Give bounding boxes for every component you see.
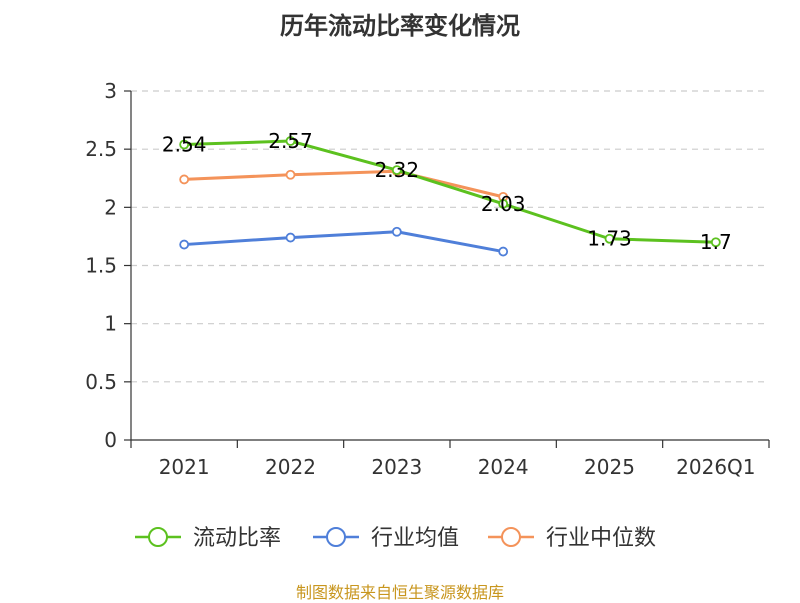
x-tick-label: 2025 (584, 455, 635, 479)
legend: 流动比率 行业均值 行业中位数 (135, 526, 656, 551)
legend-label: 行业中位数 (546, 526, 656, 551)
data-point (179, 139, 190, 150)
data-point (285, 232, 296, 243)
x-tick-label: 2026Q1 (676, 455, 755, 479)
y-tick-label: 2.5 (85, 137, 117, 161)
legend-label: 流动比率 (193, 526, 281, 551)
series-layer (179, 136, 721, 257)
data-point (604, 233, 615, 244)
data-point (498, 246, 509, 257)
grid-layer (131, 90, 769, 383)
data-point (285, 169, 296, 180)
data-point (179, 174, 190, 185)
data-label: 2.32 (375, 158, 420, 182)
series-line-2 (184, 169, 504, 199)
y-tick-label: 2 (104, 195, 117, 219)
legend-marker (501, 527, 521, 547)
data-point (179, 239, 190, 250)
legend-marker (148, 527, 168, 547)
data-point (710, 237, 721, 248)
x-tick-label: 2022 (265, 455, 316, 479)
legend-marker (326, 527, 346, 547)
y-tick-label: 1.5 (85, 254, 117, 278)
data-label: 2.57 (268, 129, 313, 153)
y-tick-label: 0.5 (85, 370, 117, 394)
axis-layer: 0 0.5 1 1.5 2 2.5 3 2021 2022 2023 2024 2025 2026Q1 (85, 79, 770, 479)
x-tick-label: 2024 (478, 455, 529, 479)
y-tick-label: 1 (104, 312, 117, 336)
legend-label: 行业均值 (371, 526, 459, 551)
y-tick-label: 3 (104, 79, 117, 103)
source-note: 制图数据来自恒生聚源数据库 (295, 583, 504, 602)
data-point (391, 226, 402, 237)
data-label: 1.73 (587, 227, 632, 251)
data-label: 1.7 (700, 230, 732, 254)
data-point (498, 198, 509, 209)
data-label: 2.03 (481, 192, 526, 216)
data-label: 2.54 (162, 133, 207, 157)
x-tick-label: 2021 (159, 455, 210, 479)
chart-title: 历年流动比率变化情况 (280, 12, 520, 40)
data-point (285, 136, 296, 146)
data-label-layer: 2.54 2.57 2.32 2.03 1.73 1.7 (162, 129, 732, 254)
data-point (391, 165, 402, 176)
x-tick-label: 2023 (371, 455, 422, 479)
series-line-1 (184, 230, 504, 254)
series-line-0 (184, 139, 716, 244)
y-tick-label: 0 (104, 428, 117, 452)
